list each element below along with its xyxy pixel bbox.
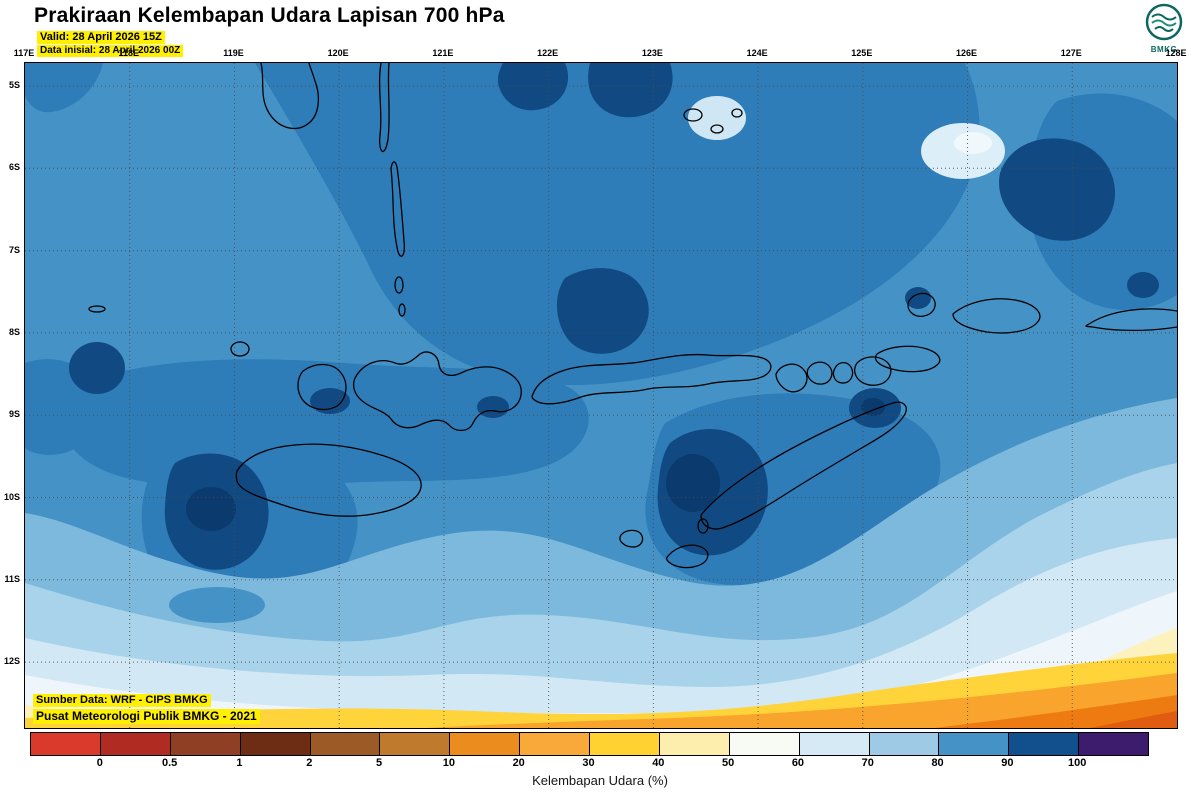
colorbar-cell <box>1009 733 1080 755</box>
init-time-label: Data inisial: 28 April 2026 00Z <box>37 45 184 57</box>
colorbar-cell <box>869 733 940 755</box>
colorbar-cells <box>30 732 1149 756</box>
colorbar-tick-label: 90 <box>1001 757 1014 769</box>
colorbar-cell <box>310 733 381 755</box>
colorbar-cell <box>31 733 101 755</box>
colorbar-cell <box>729 733 800 755</box>
lon-label: 124E <box>746 48 768 58</box>
colorbar-cell <box>380 733 451 755</box>
grid-lines <box>25 63 1177 728</box>
bmkg-logo-icon <box>1145 3 1183 41</box>
colorbar-tick-label: 5 <box>376 757 383 769</box>
lon-label: 123E <box>641 48 663 58</box>
colorbar-tick-label: 0 <box>96 757 103 769</box>
lat-label: 12S <box>3 656 20 667</box>
field-isolated-patch <box>169 587 265 623</box>
lon-label: 127E <box>1060 48 1082 58</box>
colorbar-ticks: 0 0.5 1 2 5 10 20 30 40 50 60 70 80 90 100 <box>30 757 1147 770</box>
lat-label: 7S <box>8 244 20 255</box>
lon-label: 120E <box>327 48 349 58</box>
colorbar-tick-label: 2 <box>306 757 313 769</box>
colorbar-cell <box>799 733 870 755</box>
colorbar-cell <box>1079 733 1148 755</box>
lon-label: 121E <box>432 48 454 58</box>
colorbar-cell <box>240 733 311 755</box>
colorbar-tick-label: 100 <box>1068 757 1087 769</box>
colorbar-tick-label: 10 <box>442 757 455 769</box>
field-pale-spots <box>688 96 1005 179</box>
colorbar-cell <box>100 733 171 755</box>
colorbar-tick-label: 60 <box>791 757 805 769</box>
colorbar-cell <box>590 733 660 755</box>
valid-time-label: Valid: 28 April 2026 15Z <box>37 31 165 44</box>
lon-label: 122E <box>537 48 559 58</box>
lon-label: 126E <box>956 48 978 58</box>
page-title: Prakiraan Kelembapan Udara Lapisan 700 h… <box>34 4 505 27</box>
lat-label: 10S <box>3 491 20 502</box>
lon-label: 118E <box>118 48 139 58</box>
data-source-label: Sumber Data: WRF - CIPS BMKG <box>33 694 211 707</box>
field-darkest-cores <box>186 398 885 531</box>
colorbar-tick-label: 70 <box>861 757 874 769</box>
colorbar-tick-label: 0.5 <box>161 757 178 769</box>
field-navy-blobs <box>69 63 1159 570</box>
colorbar-cell <box>170 733 241 755</box>
colorbar-cell <box>520 733 590 755</box>
colorbar-tick-label: 1 <box>236 757 243 769</box>
colorbar-tick-label: 20 <box>512 757 525 769</box>
colorbar-tick-label: 40 <box>652 757 665 769</box>
longitude-axis: 117E 118E 119E 120E 121E 122E 123E 124E 125E 126E… <box>14 48 1187 60</box>
lon-label: 125E <box>851 48 873 58</box>
lon-label: 119E <box>223 48 244 58</box>
lat-label: 8S <box>8 326 20 337</box>
latitude-axis: 5S 6S 7S 8S 9S 10S 11S 12S <box>0 62 22 727</box>
lon-label: 117E <box>13 48 35 58</box>
colorbar-tick-label: 30 <box>582 757 595 769</box>
bmkg-logo: BMKG <box>1140 2 1188 54</box>
colorbar-cell <box>659 733 730 755</box>
lon-label: 128E <box>1165 48 1187 58</box>
humidity-field <box>25 63 1177 728</box>
lat-label: 9S <box>8 409 20 420</box>
map-canvas: Sumber Data: WRF - CIPS BMKG Pusat Meteo… <box>24 62 1178 729</box>
colorbar-tick-label: 50 <box>722 757 735 769</box>
lat-label: 5S <box>8 80 20 90</box>
colorbar-tick-label: 80 <box>931 757 944 769</box>
colorbar-title: Kelembapan Udara (%) <box>532 773 668 788</box>
colorbar-cell <box>450 733 521 755</box>
credit-label: Pusat Meteorologi Publik BMKG - 2021 <box>33 709 260 724</box>
lat-label: 6S <box>8 162 20 173</box>
coastlines <box>88 63 1177 569</box>
bmkg-logo-text: BMKG <box>1150 45 1178 54</box>
colorbar-cell <box>939 733 1010 755</box>
lat-label: 11S <box>4 573 20 584</box>
